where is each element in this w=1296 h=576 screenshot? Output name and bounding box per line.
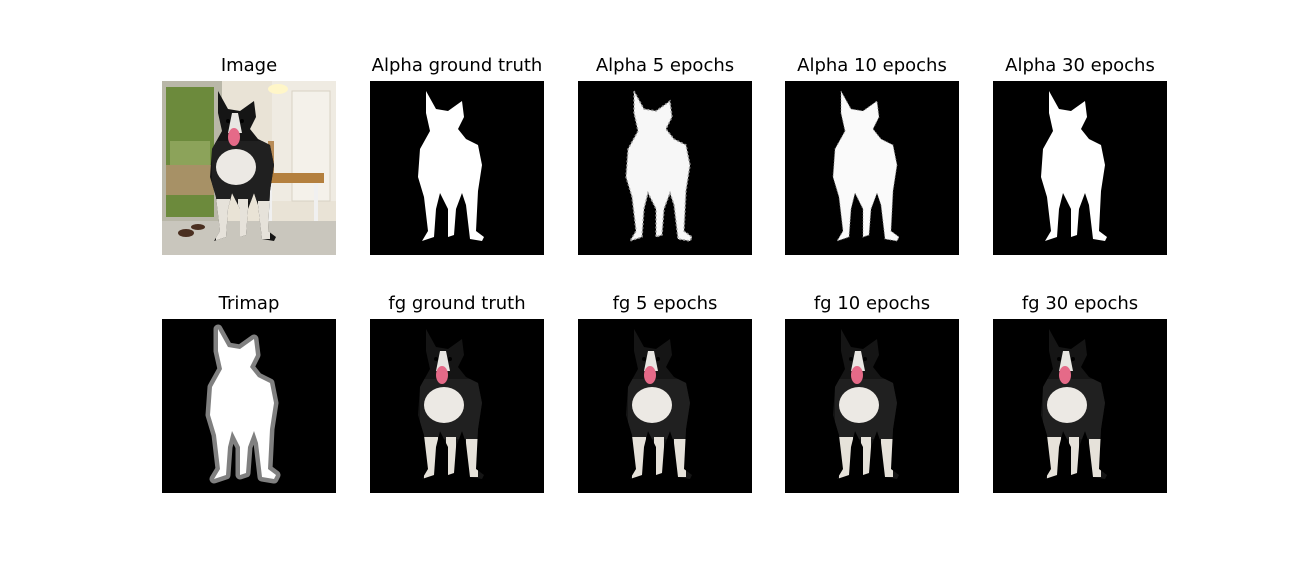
fg-30-image [993, 319, 1167, 493]
alpha-5-image [578, 81, 752, 255]
fg-gt-image [370, 319, 544, 493]
trimap-title: Trimap [218, 293, 280, 314]
alpha-10-image [785, 81, 959, 255]
fg-5-image [578, 319, 752, 493]
alpha-gt-panel: Alpha ground truth [370, 55, 544, 255]
fg-10-panel: fg 10 epochs [785, 293, 959, 493]
image-title: Image [220, 55, 278, 76]
alpha-5-panel: Alpha 5 epochs [578, 55, 752, 255]
alpha-gt-image [370, 81, 544, 255]
fg-10-title: fg 10 epochs [813, 293, 931, 314]
photo-image [162, 81, 336, 255]
alpha-30-image [993, 81, 1167, 255]
fg-10-image [785, 319, 959, 493]
fg-5-panel: fg 5 epochs [578, 293, 752, 493]
trimap-panel: Trimap [162, 293, 336, 493]
alpha-30-title: Alpha 30 epochs [1005, 55, 1155, 76]
trimap-image [162, 319, 336, 493]
alpha-gt-title: Alpha ground truth [371, 55, 543, 76]
image-panel: Image [162, 55, 336, 255]
alpha-10-panel: Alpha 10 epochs [785, 55, 959, 255]
alpha-10-title: Alpha 10 epochs [797, 55, 947, 76]
alpha-30-panel: Alpha 30 epochs [993, 55, 1167, 255]
fg-30-title: fg 30 epochs [1021, 293, 1139, 314]
fg-gt-title: fg ground truth [388, 293, 526, 314]
fg-gt-panel: fg ground truth [370, 293, 544, 493]
fg-5-title: fg 5 epochs [612, 293, 718, 314]
fg-30-panel: fg 30 epochs [993, 293, 1167, 493]
alpha-5-title: Alpha 5 epochs [595, 55, 735, 76]
